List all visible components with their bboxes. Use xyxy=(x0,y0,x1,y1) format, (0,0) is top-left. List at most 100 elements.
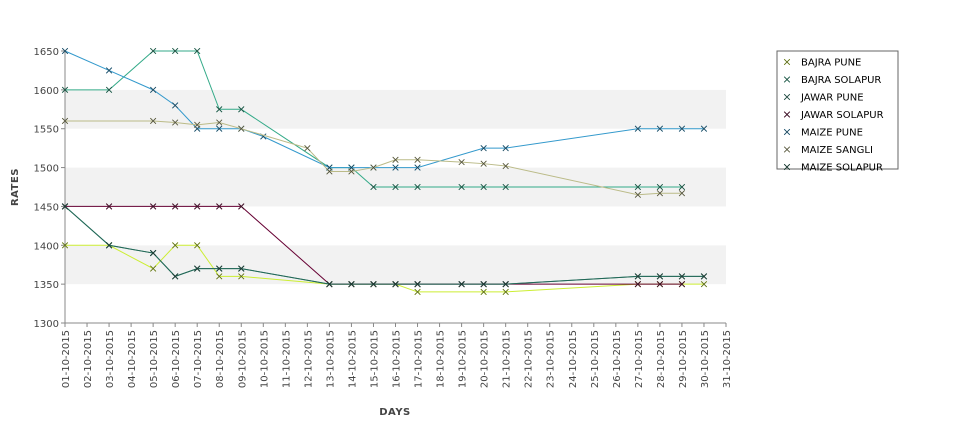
x-tick-label: 28-10-2015 xyxy=(656,330,667,388)
data-point-outline xyxy=(634,183,641,191)
data-point-outline xyxy=(216,265,223,272)
y-tick-label: 1350 xyxy=(34,280,59,291)
x-tick-label: 14-10-2015 xyxy=(347,330,358,388)
data-point-outline xyxy=(480,288,487,295)
x-tick-label: 12-10-2015 xyxy=(303,330,314,388)
data-point-outline xyxy=(216,119,223,126)
data-point-outline xyxy=(700,273,708,280)
data-point-outline xyxy=(61,86,69,93)
x-tick-label: 20-10-2015 xyxy=(480,330,491,388)
data-point-outline xyxy=(348,168,355,175)
x-tick-label: 22-10-2015 xyxy=(524,330,535,388)
data-point-outline xyxy=(172,203,179,210)
data-point-outline xyxy=(634,191,641,198)
x-tick-label: 10-10-2015 xyxy=(259,330,270,388)
x-tick-label: 16-10-2015 xyxy=(392,330,403,388)
y-axis-title: RATES xyxy=(10,168,21,206)
data-point-outline xyxy=(392,183,399,191)
data-point-outline xyxy=(304,145,311,152)
legend-marker-outline xyxy=(783,93,791,101)
data-point-outline xyxy=(238,203,245,210)
data-point-outline xyxy=(216,106,223,113)
grid-band xyxy=(65,284,726,323)
data-point-outline xyxy=(238,125,245,132)
data-point-outline xyxy=(61,203,69,210)
data-point-outline xyxy=(150,265,157,272)
data-point-outline xyxy=(656,125,663,132)
data-point-outline xyxy=(172,47,179,55)
legend-label: JAWAR SOLAPUR xyxy=(800,110,884,121)
x-tick-label: 02-10-2015 xyxy=(83,330,94,388)
data-point-outline xyxy=(656,183,663,191)
data-point-outline xyxy=(370,183,377,191)
legend-marker-outline xyxy=(783,111,791,118)
data-point-outline xyxy=(678,273,685,280)
data-point-outline xyxy=(700,281,708,288)
x-tick-label: 07-10-2015 xyxy=(193,330,204,388)
data-point-outline xyxy=(216,125,223,132)
data-point-outline xyxy=(194,265,201,272)
data-point-outline xyxy=(172,242,179,249)
x-tick-label: 15-10-2015 xyxy=(369,330,380,388)
data-point-outline xyxy=(414,156,421,163)
data-point-outline xyxy=(238,273,245,280)
grid-band xyxy=(65,128,726,168)
legend-marker-outline xyxy=(783,128,791,136)
data-point-outline xyxy=(172,273,179,280)
y-tick-label: 1650 xyxy=(34,47,59,58)
legend-marker-outline xyxy=(783,163,791,171)
data-point-outline xyxy=(656,273,663,280)
data-point-outline xyxy=(414,281,421,288)
data-point-outline xyxy=(172,102,179,109)
y-tick-label: 1400 xyxy=(34,241,59,252)
data-point-outline xyxy=(326,281,333,288)
x-tick-label: 27-10-2015 xyxy=(634,330,645,388)
y-axis-ticks: 1300 1350 1400 1450 1500 1550 1600 1650 xyxy=(34,47,65,330)
data-point-outline xyxy=(678,281,685,288)
legend-box xyxy=(776,50,899,170)
grid-band xyxy=(65,89,726,129)
x-tick-label: 19-10-2015 xyxy=(458,330,469,388)
data-point-outline xyxy=(61,47,69,55)
data-point-outline xyxy=(370,281,377,288)
series-bajra-solapur xyxy=(61,47,686,191)
data-point-outline xyxy=(502,162,509,170)
data-point-outline xyxy=(194,47,201,55)
x-tick-label: 05-10-2015 xyxy=(149,330,160,388)
data-point-outline xyxy=(502,281,509,288)
data-point-outline xyxy=(150,203,157,210)
data-point-outline xyxy=(106,86,113,93)
y-tick-label: 1300 xyxy=(34,319,59,330)
legend-label: BAJRA SOLAPUR xyxy=(801,75,881,86)
y-tick-label: 1450 xyxy=(34,202,59,213)
x-axis-ticks: 01-10-2015 02-10-2015 03-10-2015 04-10-2015… xyxy=(61,323,733,388)
data-point-outline xyxy=(656,281,663,288)
legend-label: JAWAR PUNE xyxy=(800,93,864,104)
data-point-outline xyxy=(238,106,245,113)
data-point-outline xyxy=(678,190,685,197)
x-tick-label: 17-10-2015 xyxy=(414,330,425,388)
data-point-outline xyxy=(678,125,685,132)
y-tick-label: 1500 xyxy=(34,164,59,175)
x-tick-label: 11-10-2015 xyxy=(281,330,292,388)
data-point-outline xyxy=(634,273,641,280)
data-point-outline xyxy=(370,164,377,171)
series-maize-solapur xyxy=(61,203,708,288)
data-point-outline xyxy=(106,67,113,74)
x-tick-label: 31-10-2015 xyxy=(722,330,733,388)
x-axis-title: DAYS xyxy=(379,407,411,418)
x-tick-label: 03-10-2015 xyxy=(105,330,116,388)
data-point-outline xyxy=(700,125,708,132)
data-point-outline xyxy=(194,203,201,210)
data-point-outline xyxy=(458,281,465,288)
legend-label: MAIZE SANGLI xyxy=(801,145,873,156)
data-point-outline xyxy=(678,183,685,191)
y-tick-label: 1600 xyxy=(34,86,59,97)
data-point-outline xyxy=(634,125,641,132)
legend-label: MAIZE PUNE xyxy=(801,128,863,139)
data-point-outline xyxy=(194,242,201,249)
data-point-outline xyxy=(216,203,223,210)
series-maize-pune xyxy=(61,47,708,171)
data-point-outline xyxy=(502,145,509,152)
